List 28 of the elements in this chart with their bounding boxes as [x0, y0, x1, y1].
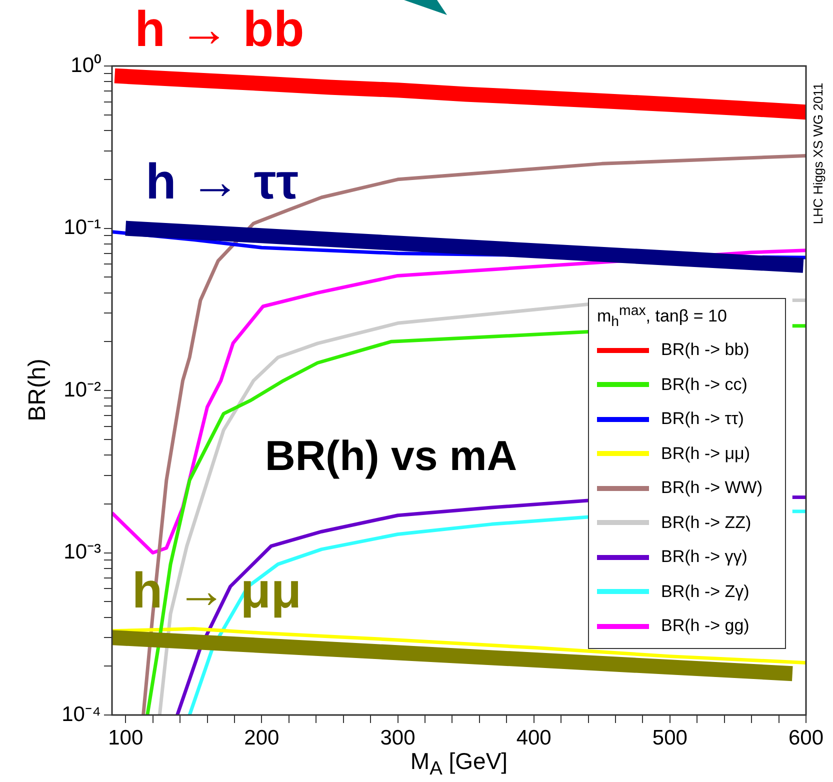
- series-label: h → μμ: [132, 562, 302, 619]
- x-tick-label: 400: [516, 726, 552, 750]
- x-tick-label: 200: [244, 726, 280, 750]
- y-tick-label: 10⁰: [70, 54, 101, 77]
- legend-label: BR(h -> WW): [661, 478, 763, 498]
- legend-label: BR(h -> cc): [661, 374, 748, 395]
- x-tick-label: 600: [788, 726, 824, 750]
- annotation: h → bb: [134, 0, 304, 57]
- legend-label: BR(h -> ττ): [661, 409, 744, 430]
- legend-label: BR(h -> μμ): [661, 444, 750, 464]
- series-label: h → ττ: [146, 153, 299, 210]
- x-tick-label: 500: [652, 726, 688, 750]
- x-tick-label: 300: [380, 726, 416, 750]
- y-tick-label: 10⁻³: [64, 540, 101, 564]
- text: LHC Higgs XS WG 2011: [810, 82, 826, 226]
- x-axis-title: M$_{A}$ [GeV]: [409, 748, 509, 781]
- y-axis-title: BR(h): [24, 358, 52, 424]
- legend-label: BR(h -> γγ): [661, 547, 748, 568]
- legend-label: BR(h -> Zγ): [661, 582, 750, 602]
- y-tick-label: 10⁻¹: [64, 216, 101, 240]
- x-tick-label: 100: [108, 726, 144, 750]
- y-tick-label: 10⁻²: [64, 378, 101, 402]
- legend-label: BR(h -> ZZ): [661, 512, 752, 533]
- legend-title: m$_{h}$$^{max}$, tanβ = 10: [597, 303, 728, 332]
- y-tick-label: 10⁻⁴: [62, 702, 101, 726]
- annotation: BR(h) vs mA: [265, 432, 518, 480]
- legend-label: BR(h -> gg): [661, 616, 750, 636]
- legend-label: BR(h -> bb): [661, 340, 750, 360]
